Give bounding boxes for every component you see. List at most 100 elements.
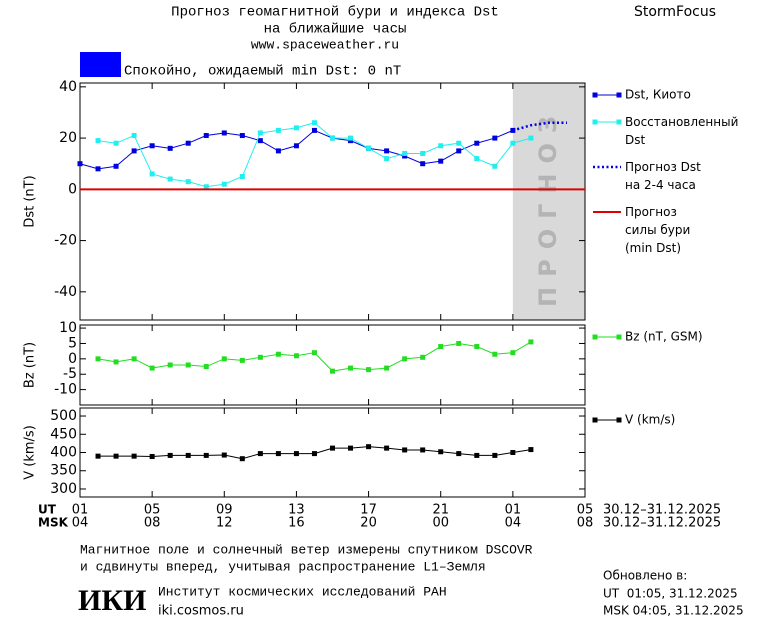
x-tick-label: 01 (505, 503, 522, 518)
x-tick-label: 13 (288, 503, 305, 518)
data-point (257, 354, 263, 360)
data-point (510, 450, 516, 455)
data-point (330, 368, 335, 374)
legend-marker (616, 417, 622, 423)
data-point (293, 451, 299, 457)
legend-label: Bz (nT, GSM) (625, 330, 703, 344)
data-point (456, 140, 462, 146)
data-point (293, 143, 299, 149)
brand: StormFocus (634, 4, 716, 20)
y-tick-label: 0 (68, 351, 77, 367)
data-point (528, 447, 534, 453)
data-point (528, 135, 534, 141)
data-point (113, 453, 119, 459)
data-point (492, 135, 498, 141)
data-point (221, 181, 227, 187)
data-point (185, 362, 191, 368)
data-point (239, 133, 245, 139)
data-point (420, 354, 426, 360)
data-point (420, 447, 426, 453)
x-tick-label-msk: 00 (432, 516, 449, 531)
data-point (257, 138, 263, 144)
data-point (203, 184, 209, 190)
status-swatch (80, 52, 121, 77)
data-point (185, 140, 191, 146)
data-point (474, 452, 480, 458)
data-point (438, 344, 444, 350)
data-point (239, 357, 245, 363)
data-point (348, 135, 354, 141)
data-point (149, 171, 155, 177)
data-point (348, 365, 354, 371)
series-line (512, 121, 567, 132)
y-tick-label: 350 (50, 463, 77, 479)
data-point (131, 453, 137, 459)
plot-frame (79, 324, 586, 406)
data-point (131, 133, 137, 139)
data-point (221, 356, 227, 362)
data-point (456, 451, 462, 457)
data-point (311, 350, 317, 356)
data-point (95, 138, 101, 144)
data-point (366, 367, 372, 373)
data-point (275, 127, 281, 133)
data-point (221, 130, 227, 136)
data-point (167, 452, 173, 458)
data-point (456, 340, 462, 346)
y-tick-label: -5 (63, 366, 77, 382)
data-point (402, 447, 408, 453)
legend-marker (616, 92, 622, 98)
data-point (257, 130, 263, 136)
data-point (402, 153, 408, 159)
data-point (366, 444, 372, 450)
data-point (239, 174, 245, 180)
institute: Институт космических исследований РАН (158, 584, 447, 599)
data-point (492, 163, 498, 169)
x-tick-label-msk: 12 (216, 516, 233, 531)
data-point (384, 156, 390, 162)
x-tick-label-msk: 08 (577, 516, 594, 531)
legend-label: V (km/s) (625, 413, 675, 427)
data-point (185, 179, 191, 185)
data-point (293, 125, 299, 131)
y-axis-label: Bz (nT) (23, 342, 38, 388)
y-axis-label: Dst (nT) (23, 175, 38, 227)
data-point (348, 445, 354, 451)
y-tick-label: 40 (59, 79, 77, 95)
data-point (149, 143, 155, 149)
data-point (492, 452, 498, 458)
forecast-label: ПРОГНОЗ (534, 106, 562, 307)
y-tick-label: 0 (68, 181, 77, 197)
data-point (203, 133, 209, 139)
data-point (113, 140, 119, 146)
note: и сдвинуты вперед, учитывая распростране… (80, 559, 486, 574)
msk-range: 30.12–31.12.2025 (603, 516, 721, 531)
legend-marker (616, 119, 622, 125)
y-tick-label: 5 (68, 335, 77, 351)
data-point (456, 148, 462, 154)
y-tick-label: 300 (50, 481, 77, 497)
title: на ближайшие часы (264, 21, 407, 38)
y-axis-label: V (km/s) (23, 425, 38, 480)
data-point (311, 120, 317, 126)
data-point (167, 362, 173, 368)
data-point (348, 138, 354, 144)
data-point (438, 449, 444, 455)
data-point (167, 145, 173, 151)
y-tick-label: 400 (50, 445, 77, 461)
updated-msk: MSK 04:05, 31.12.2025 (603, 604, 744, 618)
y-tick-label: 450 (50, 426, 77, 442)
x-tick-label: 09 (216, 503, 233, 518)
data-point (402, 150, 408, 156)
data-point (474, 140, 480, 146)
data-point (528, 339, 534, 345)
logo: ИКИ (78, 584, 146, 617)
data-point (275, 351, 281, 357)
data-point (366, 145, 372, 151)
x-tick-label-msk: 04 (72, 516, 89, 531)
legend-label: Dst, Киото (625, 88, 691, 102)
x-tick-label: 17 (360, 503, 377, 518)
x-tick-label-msk: 16 (288, 516, 305, 531)
